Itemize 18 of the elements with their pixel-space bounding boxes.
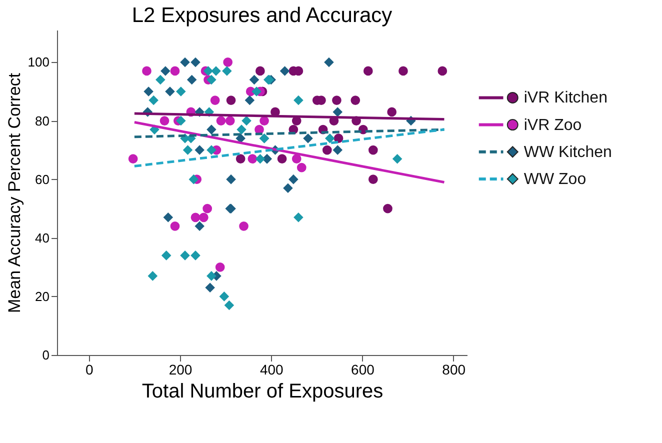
y-tick-label: 60 bbox=[35, 172, 50, 187]
y-axis-title: Mean Accuracy Percent Correct bbox=[4, 72, 24, 313]
y-tick-label: 100 bbox=[28, 54, 50, 70]
x-tick-label: 800 bbox=[442, 362, 466, 378]
y-tick-label: 0 bbox=[42, 348, 50, 362]
x-tick-label: 600 bbox=[351, 362, 375, 378]
legend-label: WW Zoo bbox=[524, 170, 586, 188]
y-tick-label: 20 bbox=[35, 288, 50, 304]
x-axis-title: Total Number of Exposures bbox=[142, 380, 384, 402]
legend-label: WW Kitchen bbox=[524, 144, 612, 161]
x-tick-label: 0 bbox=[85, 362, 94, 378]
y-tick-label: 40 bbox=[35, 230, 50, 246]
x-tick-label: 400 bbox=[260, 362, 284, 378]
legend-label: iVR Zoo bbox=[524, 116, 582, 134]
y-tick-label: 80 bbox=[35, 113, 50, 128]
chart-title: L2 Exposures and Accuracy bbox=[132, 4, 393, 27]
x-tick-label: 200 bbox=[168, 362, 192, 378]
legend-label: iVR Kitchen bbox=[524, 90, 608, 107]
